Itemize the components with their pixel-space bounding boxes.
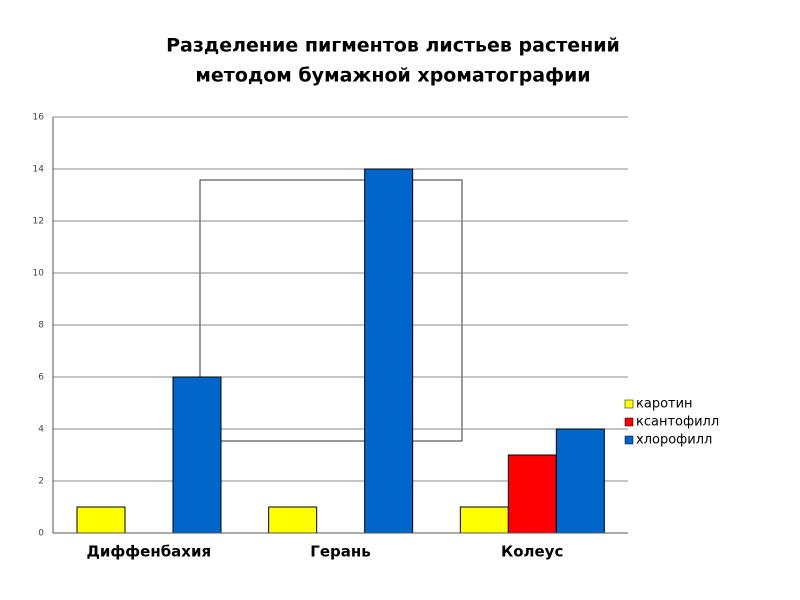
x-tick-label: Герань	[310, 543, 370, 561]
legend-swatch	[624, 435, 634, 445]
bar	[172, 376, 222, 534]
bar	[507, 454, 557, 534]
x-tick-label: Колеус	[501, 543, 563, 561]
bar	[364, 168, 414, 534]
bar	[555, 428, 605, 534]
y-tick-label: 8	[38, 321, 44, 331]
y-tick-label: 12	[33, 217, 44, 227]
chart-title: Разделение пигментов листьев растений	[166, 35, 620, 57]
bar	[268, 506, 318, 534]
y-tick-label: 16	[33, 113, 45, 123]
frame	[199, 179, 463, 442]
legend-swatch	[624, 399, 634, 409]
chart-title: методом бумажной хроматографии	[195, 65, 590, 87]
legend-label: ксантофилл	[636, 415, 719, 430]
y-tick-label: 10	[33, 269, 45, 279]
bar	[459, 506, 509, 534]
y-tick-label: 4	[38, 425, 44, 435]
bar	[76, 506, 126, 534]
y-tick-label: 0	[38, 529, 44, 539]
legend-label: хлорофилл	[636, 433, 712, 448]
legend-label: каротин	[636, 397, 693, 412]
legend-swatch	[624, 417, 634, 427]
y-tick-label: 14	[33, 165, 45, 175]
x-tick-label: Диффенбахия	[87, 543, 212, 561]
y-tick-label: 6	[38, 373, 44, 383]
y-tick-label: 2	[38, 477, 44, 487]
